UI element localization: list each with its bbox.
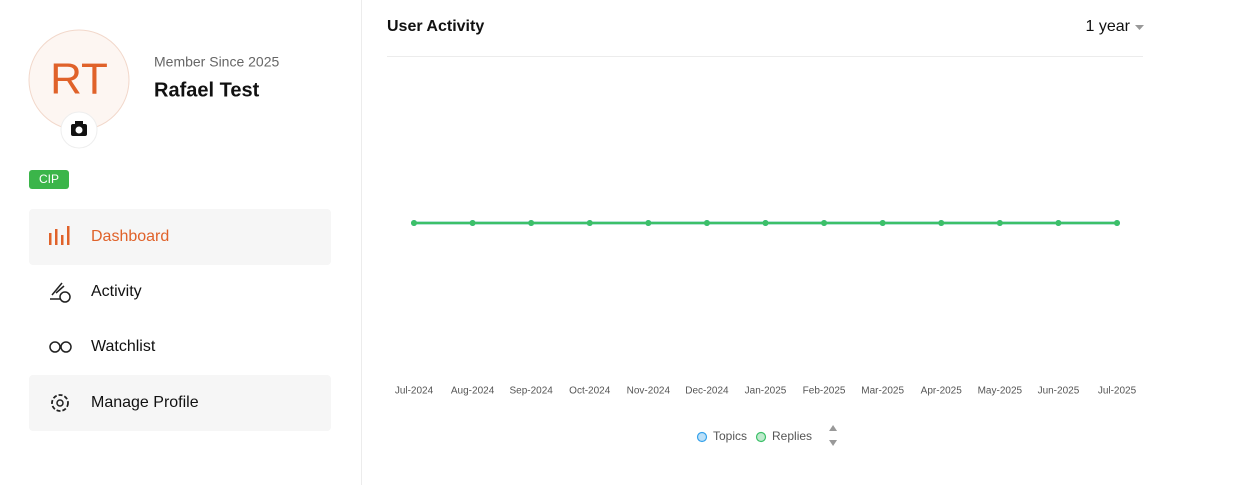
menu-item[interactable]: Activity — [91, 283, 142, 300]
legend-label[interactable]: Topics — [713, 429, 747, 443]
period-caret[interactable] — [1135, 25, 1144, 30]
menu-icon — [49, 341, 61, 353]
menu-icon — [56, 399, 64, 407]
data-point — [821, 220, 828, 226]
camera-top — [75, 121, 83, 125]
x-tick-label: Aug-2024 — [451, 386, 495, 397]
period-select[interactable]: 1 year — [1086, 18, 1131, 35]
x-tick-label: Sep-2024 — [509, 386, 553, 397]
data-point — [938, 220, 945, 226]
member-since: Member Since 2025 — [154, 54, 280, 70]
data-point — [645, 220, 652, 226]
data-point — [528, 220, 535, 226]
x-tick-label: Mar-2025 — [861, 386, 904, 397]
legend-swatch[interactable] — [755, 431, 767, 443]
legend-swatch[interactable] — [696, 431, 708, 443]
x-tick-label: Nov-2024 — [627, 386, 671, 397]
x-tick-label: Oct-2024 — [569, 386, 611, 397]
camera-button[interactable] — [60, 111, 98, 149]
menu-icon — [67, 226, 70, 245]
data-point — [879, 220, 886, 226]
menu-icon — [61, 235, 64, 245]
data-point — [1114, 220, 1120, 226]
menu-item[interactable]: Watchlist — [91, 338, 156, 355]
data-point — [1055, 220, 1062, 226]
legend-pager[interactable] — [829, 425, 838, 446]
x-tick-label: Dec-2024 — [685, 386, 729, 397]
badge — [29, 170, 69, 189]
badge-text: CIP — [39, 172, 59, 186]
x-tick-label: May-2025 — [978, 386, 1023, 397]
menu-icon — [60, 341, 72, 353]
menu-icon — [55, 229, 58, 245]
x-tick-label: Jan-2025 — [745, 386, 787, 397]
x-tick-label: Jul-2024 — [395, 386, 434, 397]
menu-item[interactable]: Dashboard — [91, 228, 169, 245]
menu-icon — [59, 291, 71, 303]
user-name: Rafael Test — [154, 79, 260, 101]
chart-title: User Activity — [387, 18, 484, 35]
data-point — [703, 220, 710, 226]
data-point — [469, 220, 476, 226]
x-tick-label: Feb-2025 — [803, 386, 846, 397]
avatar-initials: RT — [50, 55, 108, 104]
menu-item-bg[interactable] — [29, 375, 331, 431]
camera-lens — [75, 126, 83, 134]
x-tick-label: Jul-2025 — [1098, 386, 1137, 397]
menu-item[interactable]: Manage Profile — [91, 394, 199, 411]
data-point — [996, 220, 1003, 226]
x-tick-label: Jun-2025 — [1038, 386, 1080, 397]
x-tick-label: Apr-2025 — [921, 386, 963, 397]
legend-label[interactable]: Replies — [772, 429, 812, 443]
menu-icon — [51, 394, 69, 412]
menu-icon — [49, 233, 52, 245]
data-point — [762, 220, 769, 226]
data-point — [586, 220, 593, 226]
menu-item-bg[interactable] — [29, 209, 331, 265]
data-point — [411, 220, 417, 226]
